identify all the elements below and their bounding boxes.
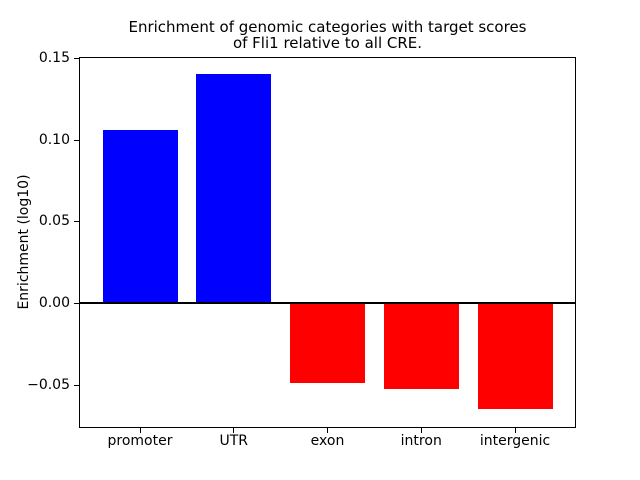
y-tick-label: −0.05 bbox=[27, 376, 70, 393]
x-tick-label-intergenic: intergenic bbox=[479, 433, 551, 449]
y-tick-label: 0.15 bbox=[38, 50, 70, 66]
y-tick-label: 0.10 bbox=[38, 131, 70, 148]
y-tick-mark bbox=[74, 139, 79, 141]
bar-intergenic bbox=[477, 302, 553, 410]
bar-exon bbox=[290, 302, 365, 383]
y-tick-mark bbox=[74, 58, 79, 59]
bar-UTR bbox=[196, 74, 272, 303]
y-tick-mark bbox=[74, 384, 79, 386]
x-tick-mark bbox=[139, 428, 141, 433]
chart-title: Enrichment of genomic categories with ta… bbox=[79, 19, 576, 51]
chart-title-line1: Enrichment of genomic categories with ta… bbox=[128, 18, 527, 36]
y-tick-mark bbox=[74, 302, 79, 304]
x-tick-mark bbox=[327, 428, 328, 433]
x-tick-label-UTR: UTR bbox=[219, 433, 249, 449]
x-tick-mark bbox=[233, 428, 235, 433]
y-axis-label: Enrichment (log10) bbox=[16, 174, 32, 310]
x-tick-label-exon: exon bbox=[310, 433, 345, 449]
y-tick-mark bbox=[74, 221, 79, 223]
chart-title-line2: of Fli1 relative to all CRE. bbox=[232, 34, 423, 52]
y-tick-label: 0.05 bbox=[38, 213, 70, 230]
bar-promoter bbox=[102, 129, 178, 303]
x-tick-mark bbox=[514, 428, 516, 433]
zero-axis-line bbox=[80, 301, 575, 304]
x-tick-label-promoter: promoter bbox=[107, 433, 173, 449]
plot-area bbox=[74, 58, 575, 433]
x-tick-mark bbox=[420, 428, 422, 433]
x-tick-label-intron: intron bbox=[400, 433, 442, 449]
bar-intron bbox=[383, 302, 459, 390]
y-tick-label: 0.00 bbox=[38, 294, 70, 311]
plot-border bbox=[79, 57, 576, 428]
